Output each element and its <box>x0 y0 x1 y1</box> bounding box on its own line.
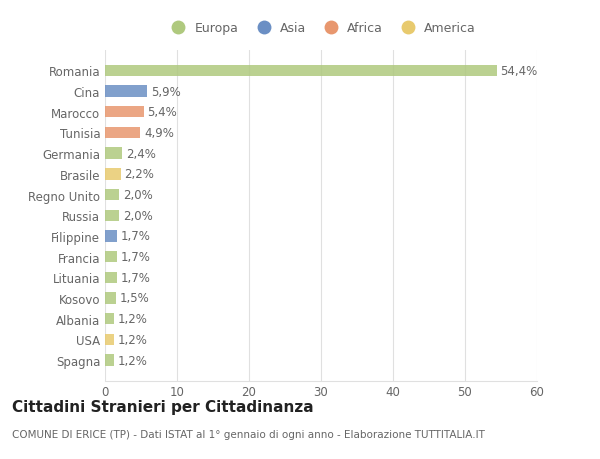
Bar <box>105 355 113 366</box>
Text: Cittadini Stranieri per Cittadinanza: Cittadini Stranieri per Cittadinanza <box>12 399 314 414</box>
Text: 2,2%: 2,2% <box>124 168 154 181</box>
Text: 5,9%: 5,9% <box>151 85 181 98</box>
Bar <box>105 107 144 118</box>
Text: COMUNE DI ERICE (TP) - Dati ISTAT al 1° gennaio di ogni anno - Elaborazione TUTT: COMUNE DI ERICE (TP) - Dati ISTAT al 1° … <box>12 429 485 439</box>
Text: 1,2%: 1,2% <box>117 354 147 367</box>
Bar <box>105 231 117 242</box>
Text: 1,2%: 1,2% <box>117 313 147 325</box>
Text: 4,9%: 4,9% <box>144 127 174 140</box>
Legend: Europa, Asia, Africa, America: Europa, Asia, Africa, America <box>163 20 479 38</box>
Text: 1,2%: 1,2% <box>117 333 147 346</box>
Bar <box>105 128 140 139</box>
Bar <box>105 148 122 159</box>
Bar <box>105 252 117 263</box>
Bar <box>105 86 148 97</box>
Text: 5,4%: 5,4% <box>148 106 177 119</box>
Bar <box>105 334 113 345</box>
Bar <box>105 190 119 201</box>
Text: 2,0%: 2,0% <box>123 189 153 202</box>
Text: 1,7%: 1,7% <box>121 271 151 284</box>
Bar <box>105 313 113 325</box>
Text: 2,4%: 2,4% <box>126 147 156 160</box>
Bar <box>105 169 121 180</box>
Text: 2,0%: 2,0% <box>123 209 153 222</box>
Text: 54,4%: 54,4% <box>500 65 538 78</box>
Bar <box>105 272 117 283</box>
Bar <box>105 293 116 304</box>
Text: 1,5%: 1,5% <box>119 292 149 305</box>
Bar <box>105 210 119 221</box>
Text: 1,7%: 1,7% <box>121 251 151 263</box>
Text: 1,7%: 1,7% <box>121 230 151 243</box>
Bar <box>105 66 497 77</box>
